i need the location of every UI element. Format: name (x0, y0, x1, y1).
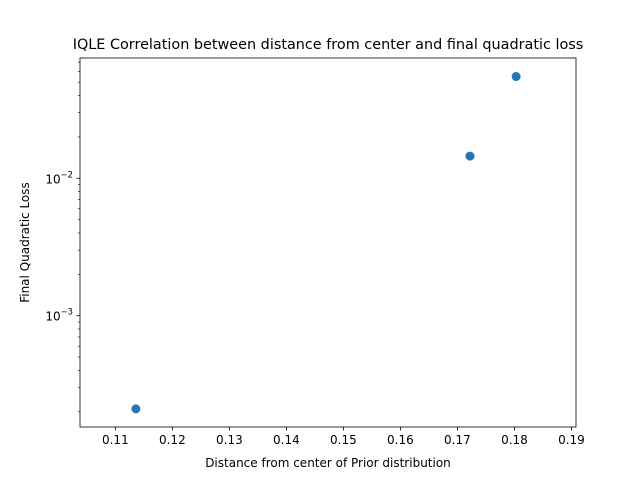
x-tick-label: 0.14 (273, 433, 300, 447)
x-axis-label: Distance from center of Prior distributi… (205, 456, 451, 470)
plot-frame (79, 57, 577, 428)
x-tick-label: 0.19 (558, 433, 585, 447)
x-tick-label: 0.12 (159, 433, 186, 447)
y-axis: 10−310−2 (45, 61, 80, 413)
x-tick-label: 0.17 (444, 433, 471, 447)
scatter-point (465, 151, 475, 161)
y-tick-exponent: −3 (61, 307, 73, 317)
x-tick-label: 0.11 (102, 433, 129, 447)
y-tick-label: 10−2 (45, 169, 73, 186)
data-points (131, 72, 521, 414)
scatter-point (511, 72, 521, 82)
y-tick-base: 10 (45, 172, 60, 186)
scatter-point (131, 404, 141, 414)
y-tick-exponent: −2 (61, 169, 73, 179)
y-tick-label: 10−3 (45, 307, 73, 324)
chart-title: IQLE Correlation between distance from c… (73, 37, 584, 53)
x-tick-label: 0.18 (501, 433, 528, 447)
x-tick-label: 0.13 (216, 433, 243, 447)
x-axis: 0.11 0.12 0.13 0.14 0.15 0.16 0.17 0.18 0.19 (102, 427, 585, 447)
y-axis-label: Final Quadratic Loss (18, 182, 32, 303)
y-tick-base: 10 (45, 310, 60, 324)
x-tick-label: 0.16 (387, 433, 414, 447)
x-tick-label: 0.15 (330, 433, 357, 447)
